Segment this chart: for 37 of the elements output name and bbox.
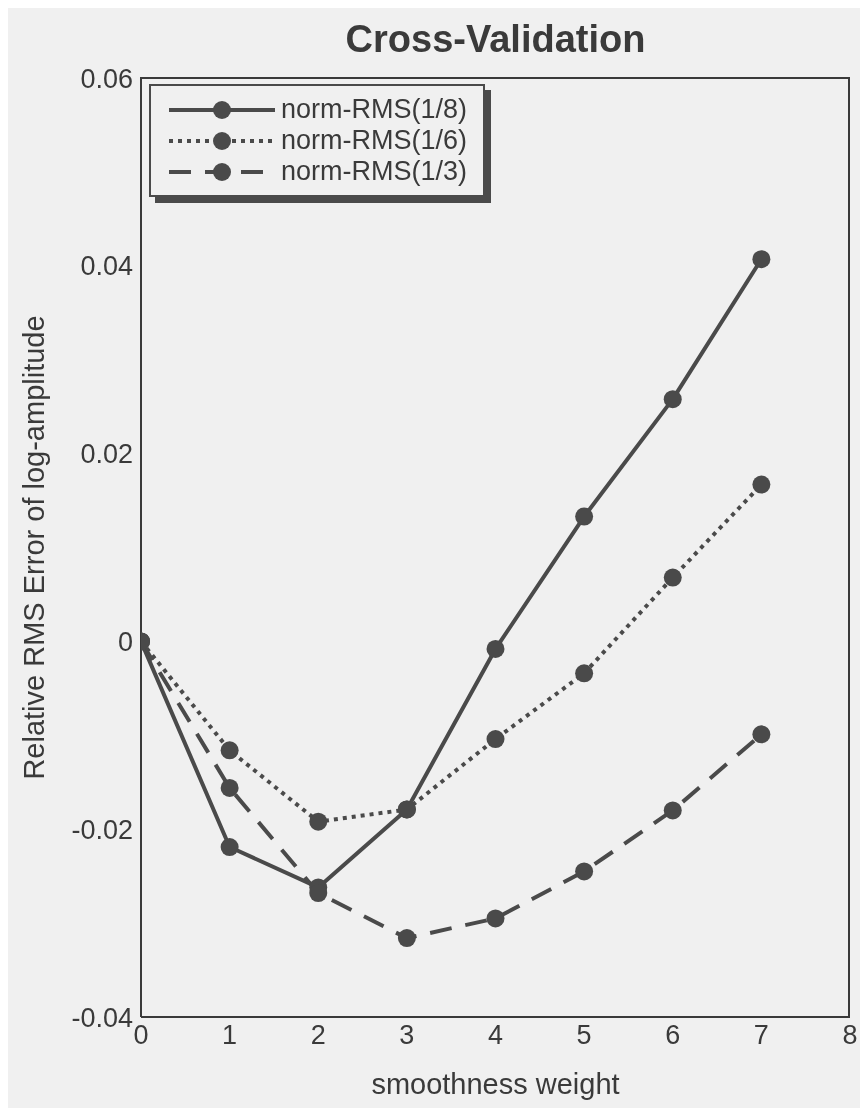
x-tick-label: 1 (222, 1020, 238, 1051)
chart-title: Cross-Validation (344, 18, 647, 61)
x-tick-label: 5 (576, 1020, 592, 1051)
point (663, 568, 682, 587)
x-tick-label: 4 (487, 1020, 504, 1051)
legend-label: norm-RMS(1/6) (281, 125, 468, 156)
point (663, 390, 682, 409)
point (309, 812, 328, 831)
point (752, 725, 771, 744)
point (575, 862, 594, 881)
y-tick-label: 0.04 (80, 251, 133, 282)
point (663, 801, 682, 820)
point (752, 475, 771, 494)
legend-label: norm-RMS(1/8) (281, 94, 468, 125)
point (397, 929, 416, 948)
x-tick-label: 2 (310, 1020, 326, 1051)
point (575, 507, 594, 526)
y-tick-label: 0 (117, 626, 133, 657)
y-tick-label: -0.04 (71, 1002, 133, 1033)
x-tick-label: 3 (399, 1020, 415, 1051)
point (220, 838, 239, 857)
y-tick-label: -0.02 (71, 814, 133, 845)
x-tick-label: 7 (753, 1020, 769, 1051)
point (220, 741, 239, 760)
point (486, 909, 505, 928)
legend-label: norm-RMS(1/3) (281, 156, 468, 187)
point (486, 639, 505, 658)
point (752, 250, 771, 269)
x-axis-title: smoothness weight (371, 1068, 620, 1100)
y-tick-label: 0.06 (80, 63, 133, 94)
point (220, 778, 239, 797)
x-tick-label: 8 (842, 1020, 858, 1051)
y-axis-title: Relative RMS Error of log-amplitude (18, 315, 51, 780)
point (575, 664, 594, 683)
x-tick-label: 6 (665, 1020, 681, 1051)
point (486, 730, 505, 749)
y-tick-label: 0.02 (80, 439, 133, 470)
